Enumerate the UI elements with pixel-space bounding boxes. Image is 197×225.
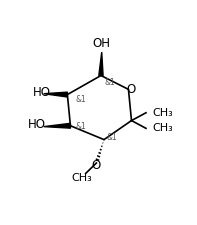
Text: &1: &1: [76, 95, 86, 104]
Text: OH: OH: [92, 36, 110, 50]
Text: CH₃: CH₃: [152, 123, 173, 133]
Text: CH₃: CH₃: [72, 173, 92, 183]
Text: CH₃: CH₃: [152, 108, 173, 118]
Polygon shape: [44, 92, 67, 97]
Polygon shape: [99, 52, 103, 76]
Text: HO: HO: [28, 118, 46, 131]
Text: O: O: [91, 159, 101, 172]
Polygon shape: [44, 123, 71, 128]
Text: O: O: [127, 83, 136, 96]
Text: &1: &1: [76, 122, 86, 131]
Text: &1: &1: [105, 78, 115, 87]
Text: HO: HO: [33, 86, 51, 99]
Text: &1: &1: [106, 133, 117, 142]
